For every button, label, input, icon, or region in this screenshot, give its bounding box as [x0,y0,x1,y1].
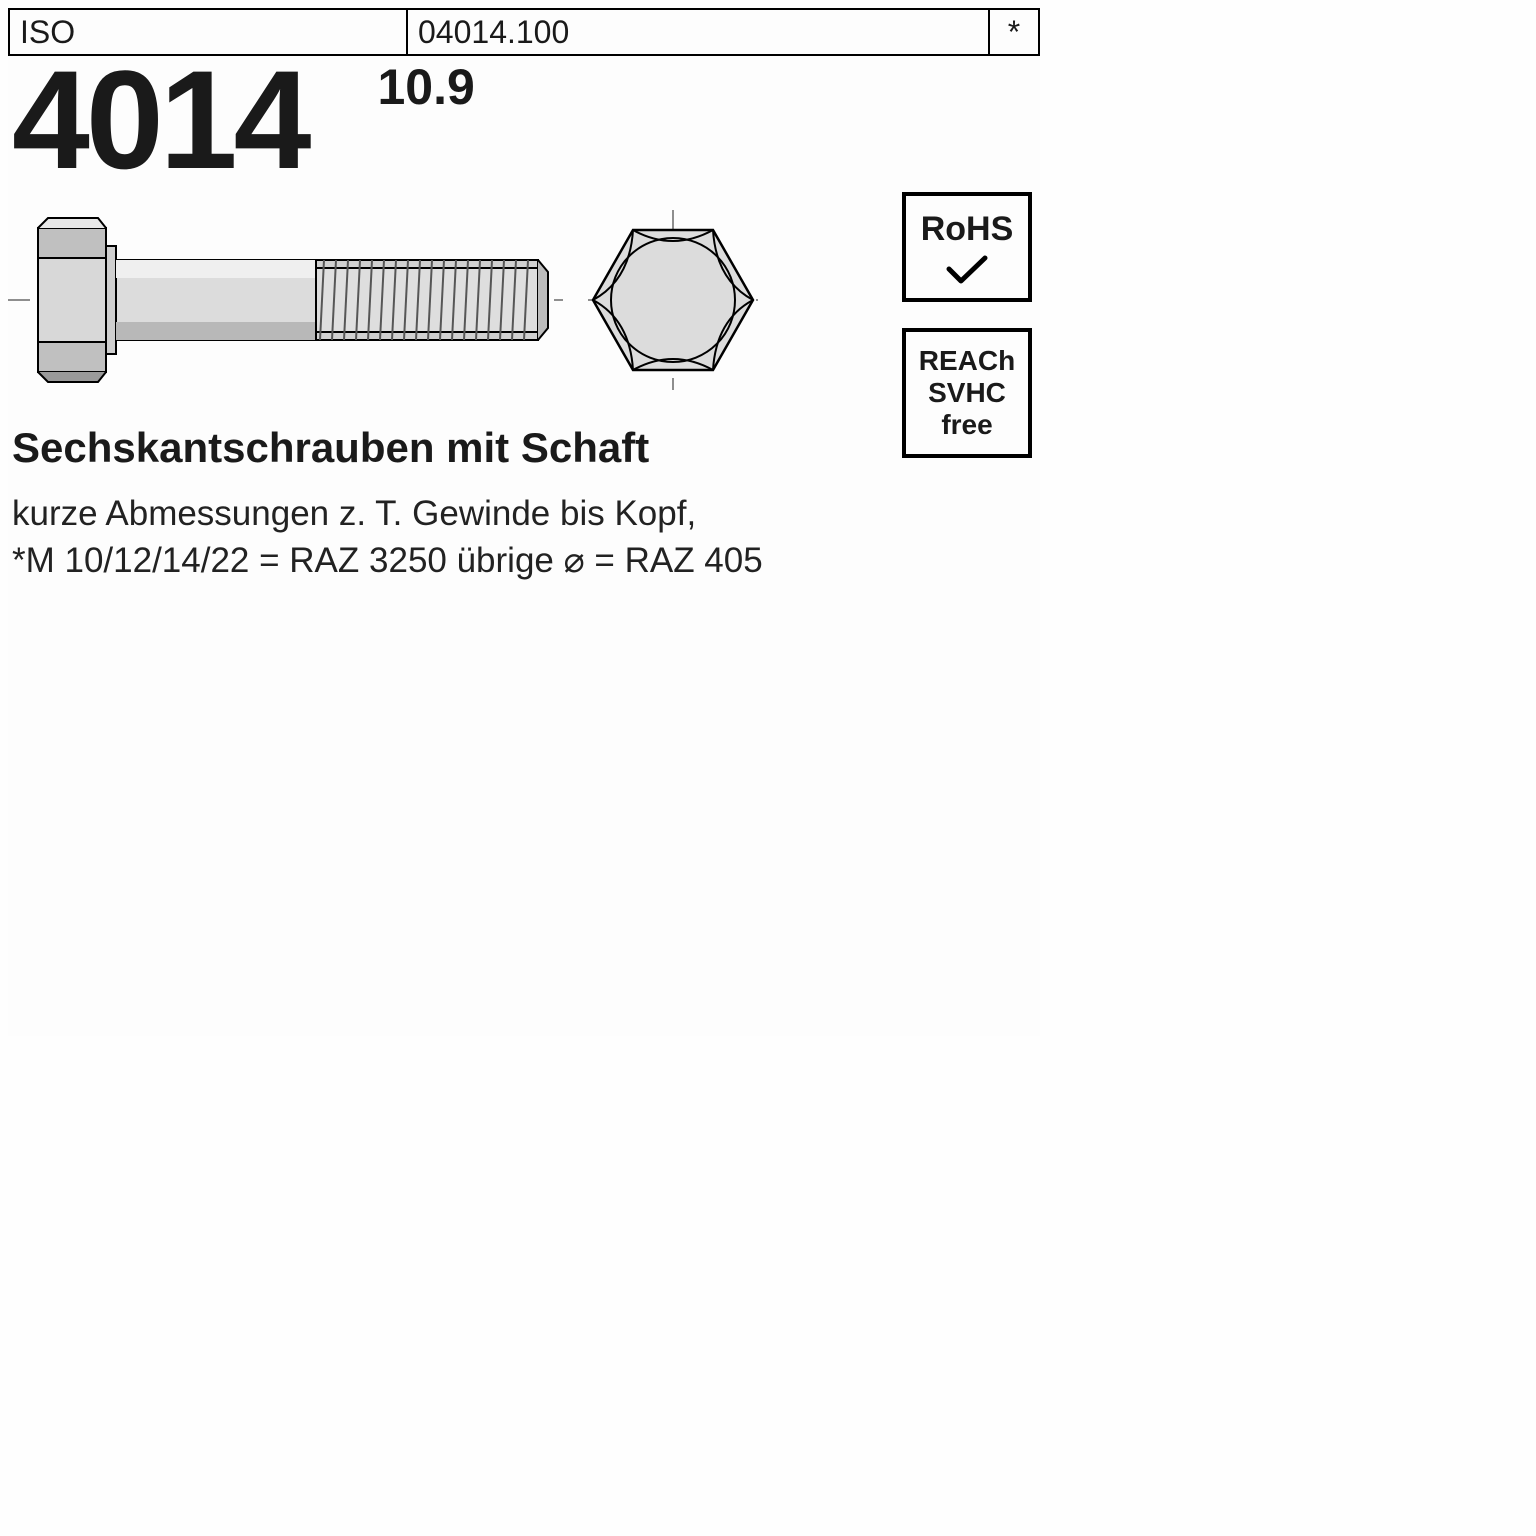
header-asterisk: * [988,10,1038,54]
technical-drawing [8,210,1040,400]
reach-line-3: free [941,409,992,441]
property-class: 10.9 [377,58,474,116]
product-title: Sechskantschrauben mit Schaft [8,424,1040,472]
reach-line-2: SVHC [928,377,1006,409]
reach-line-1: REACh [919,345,1015,377]
datasheet: ISO 04014.100 * 4014 10.9 [8,8,1040,1036]
check-icon [945,255,989,285]
description-line-2: *M 10/12/14/22 = RAZ 3250 übrige ⌀ = RAZ… [12,537,1040,584]
bolt-side-view-icon [8,210,568,390]
description-line-1: kurze Abmessungen z. T. Gewinde bis Kopf… [12,490,1040,537]
header-code: 04014.100 [408,10,988,54]
standard-number: 4014 [8,50,307,190]
rohs-badge: RoHS [902,192,1032,302]
bolt-head-view-icon [588,210,758,390]
rohs-label: RoHS [921,210,1014,249]
description: kurze Abmessungen z. T. Gewinde bis Kopf… [8,490,1040,585]
reach-badge: REACh SVHC free [902,328,1032,458]
title-row: 4014 10.9 [8,50,1040,190]
